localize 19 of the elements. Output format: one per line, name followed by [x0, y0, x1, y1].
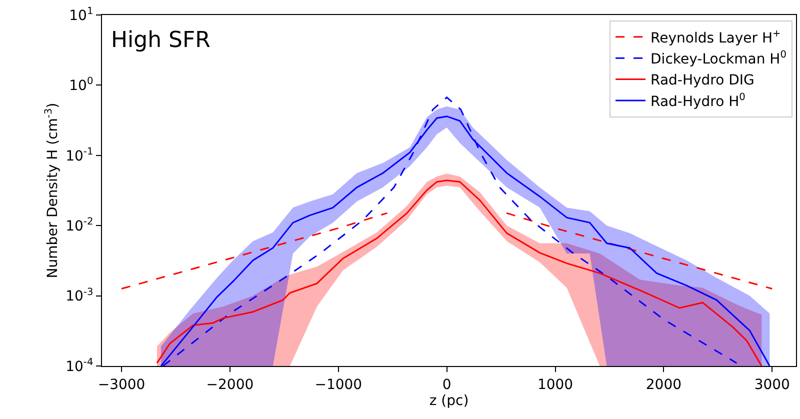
x-tick-label: 0 — [442, 376, 452, 393]
x-tick-label: 2000 — [646, 376, 682, 393]
y-tick-label: 10$^{0}$ — [69, 76, 94, 94]
y-tick-label: 10$^{-1}$ — [66, 146, 94, 164]
y-tick-label: 10$^{-2}$ — [66, 216, 94, 234]
y-tick-label: 10$^{-4}$ — [66, 357, 94, 375]
y-tick-label: 10$^{-3}$ — [66, 286, 94, 305]
y-tick-label: 10$^{1}$ — [69, 6, 94, 24]
x-tick-label: 3000 — [754, 376, 790, 393]
legend-label: Rad-Hydro DIG — [650, 72, 754, 89]
x-tick-label: −2000 — [206, 376, 254, 393]
x-tick-label: −1000 — [314, 376, 362, 393]
x-tick-label: 1000 — [537, 376, 574, 393]
x-tick-label: −3000 — [98, 376, 146, 393]
x-axis-title: z (pc) — [429, 392, 469, 409]
legend-label: Reynolds Layer H$^{+}$ — [650, 28, 781, 46]
legend-label: Rad-Hydro H$^{0}$ — [650, 92, 746, 110]
legend-label: Dickey-Lockman H$^{0}$ — [650, 50, 786, 68]
annotation: High SFR — [111, 28, 210, 53]
